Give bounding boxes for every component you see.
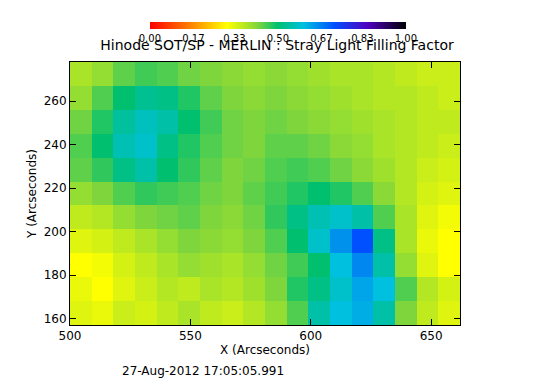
svg-text:240: 240 (44, 138, 67, 152)
svg-text:0.00: 0.00 (139, 33, 161, 44)
svg-text:0.33: 0.33 (223, 33, 245, 44)
svg-text:Y (Arcseconds): Y (Arcseconds) (25, 149, 39, 239)
svg-text:500: 500 (59, 329, 82, 343)
svg-text:180: 180 (44, 268, 67, 282)
svg-text:X (Arcseconds): X (Arcseconds) (220, 343, 310, 357)
svg-text:0.17: 0.17 (182, 33, 204, 44)
svg-text:220: 220 (44, 181, 67, 195)
svg-text:160: 160 (44, 312, 67, 326)
svg-text:0.50: 0.50 (267, 33, 289, 44)
svg-text:0.83: 0.83 (351, 33, 373, 44)
svg-text:27-Aug-2012 17:05:05.991: 27-Aug-2012 17:05:05.991 (122, 364, 284, 378)
svg-text:0.67: 0.67 (310, 33, 332, 44)
svg-text:Hinode SOT/SP - MERLIN : Stray: Hinode SOT/SP - MERLIN : Stray Light Fil… (100, 37, 454, 53)
svg-text:200: 200 (44, 225, 67, 239)
svg-text:1.00: 1.00 (395, 33, 417, 44)
svg-text:550: 550 (179, 329, 202, 343)
svg-text:260: 260 (44, 94, 67, 108)
svg-text:650: 650 (420, 329, 443, 343)
svg-text:600: 600 (299, 329, 322, 343)
